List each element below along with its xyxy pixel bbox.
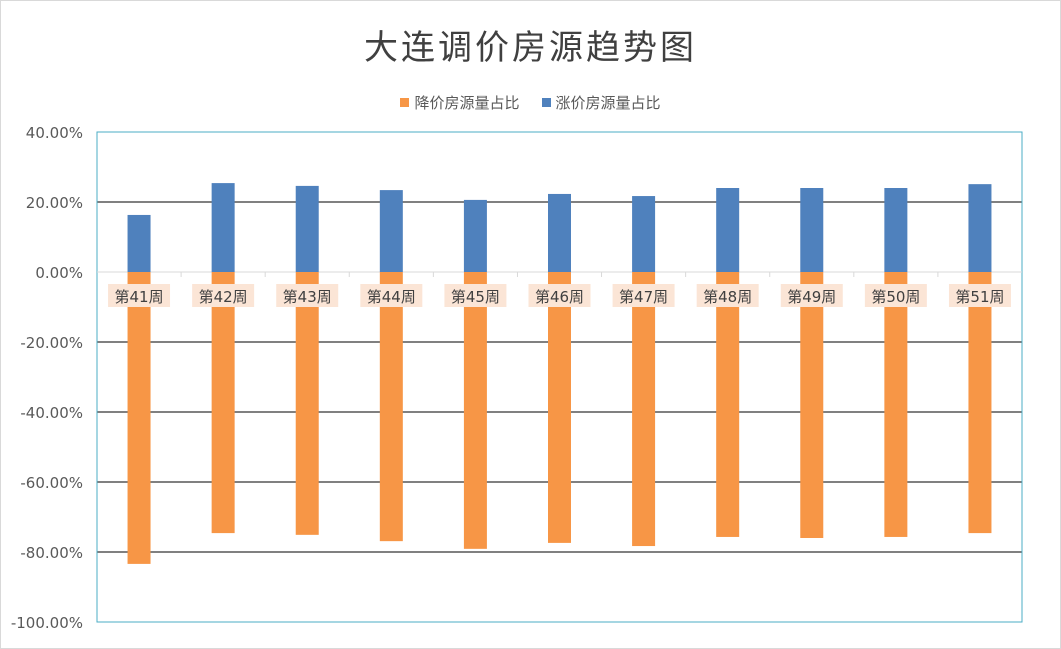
category-label: 第42周 [199, 288, 248, 306]
y-tick-label: 40.00% [26, 124, 83, 142]
bar [295, 272, 319, 535]
category-label-bg [864, 284, 927, 307]
category-label: 第43周 [283, 288, 332, 306]
category-label-bg [360, 284, 423, 307]
bar [379, 272, 403, 542]
bar [716, 272, 740, 537]
legend-item-increase: 涨价房源量占比 [541, 92, 661, 113]
category-label: 第47周 [619, 288, 668, 306]
y-tick-label: -20.00% [20, 334, 83, 352]
bar [127, 214, 151, 272]
category-label-bg [948, 284, 1011, 307]
bar [632, 196, 656, 272]
bar [127, 272, 151, 564]
category-label-bg [108, 284, 171, 307]
y-tick-label: 0.00% [35, 264, 83, 282]
y-tick-label: -60.00% [20, 474, 83, 492]
category-label-bg [528, 284, 591, 307]
category-label: 第48周 [703, 288, 752, 306]
plot-border [96, 131, 1023, 623]
category-label-bg [192, 284, 255, 307]
category-label-bg [612, 284, 675, 307]
category-label: 第51周 [955, 288, 1004, 306]
category-label-bg [780, 284, 843, 307]
y-tick-label: -80.00% [20, 544, 83, 562]
bar [295, 185, 319, 272]
bar [800, 188, 824, 272]
bar [716, 188, 740, 272]
bar [800, 272, 824, 538]
bar [463, 199, 487, 272]
bar [884, 188, 908, 272]
category-label: 第50周 [871, 288, 920, 306]
category-label: 第45周 [451, 288, 500, 306]
bar [211, 183, 235, 272]
category-label: 第49周 [787, 288, 836, 306]
legend: 降价房源量占比 涨价房源量占比 [0, 92, 1061, 113]
category-label: 第46周 [535, 288, 584, 306]
category-label-bg [696, 284, 759, 307]
legend-label-increase: 涨价房源量占比 [555, 94, 661, 112]
bar [379, 190, 403, 272]
y-tick-label: -40.00% [20, 404, 83, 422]
chart-title: 大连调价房源趋势图 [364, 28, 697, 68]
bar [463, 272, 487, 549]
legend-label-decrease: 降价房源量占比 [414, 94, 520, 112]
bar [968, 184, 992, 272]
category-label: 第44周 [367, 288, 416, 306]
bar [632, 272, 656, 547]
bar [211, 272, 235, 534]
legend-item-decrease: 降价房源量占比 [400, 92, 520, 113]
y-tick-label: 20.00% [26, 194, 83, 212]
bar [548, 193, 571, 272]
category-label: 第41周 [114, 288, 163, 306]
y-tick-label: -100.00% [11, 614, 83, 632]
category-label-bg [276, 284, 339, 307]
legend-swatch-decrease [400, 98, 410, 107]
bar [884, 272, 908, 537]
category-label-bg [444, 284, 507, 307]
legend-swatch-increase [541, 98, 551, 107]
bar [968, 272, 992, 534]
bar [548, 272, 571, 543]
